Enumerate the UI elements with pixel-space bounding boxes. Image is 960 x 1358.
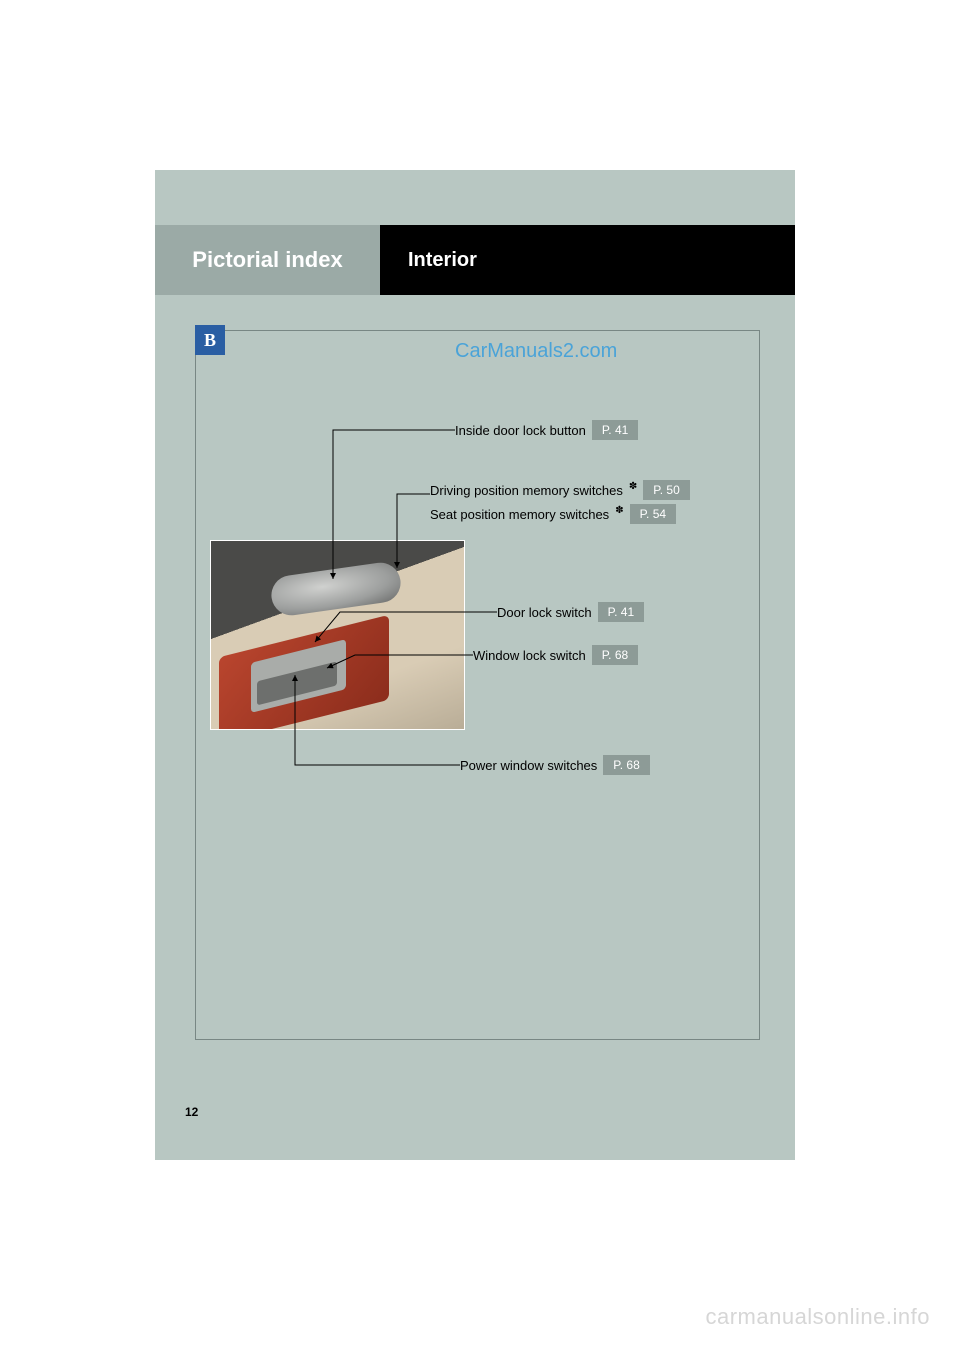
header-bar: Pictorial index Interior (155, 225, 795, 295)
header-right-title: Interior (408, 249, 477, 272)
callout-window-lock: Window lock switch P. 68 (473, 645, 638, 665)
callout-label: Seat position memory switches (430, 507, 609, 522)
callout-label: Window lock switch (473, 648, 586, 663)
footnote-star-icon: ✽ (629, 481, 637, 492)
watermark-text: CarManuals2.com (455, 340, 617, 363)
header-right: Interior (380, 225, 795, 295)
footer-brand-text: carmanualsonline.info (705, 1304, 930, 1330)
callout-label: Inside door lock button (455, 423, 586, 438)
page-ref[interactable]: P. 41 (592, 420, 638, 440)
page-panel: Pictorial index Interior B CarManuals2.c… (155, 170, 795, 1160)
callout-seat-memory: Seat position memory switches ✽ P. 54 (430, 504, 676, 524)
callout-door-lock-switch: Door lock switch P. 41 (497, 602, 644, 622)
callout-label: Driving position memory switches (430, 483, 623, 498)
page-number: 12 (185, 1105, 198, 1119)
callout-power-window: Power window switches P. 68 (460, 755, 650, 775)
page-ref[interactable]: P. 41 (598, 602, 644, 622)
header-left: Pictorial index (155, 225, 380, 295)
page-ref[interactable]: P. 50 (643, 480, 689, 500)
callout-inside-door-lock: Inside door lock button P. 41 (455, 420, 638, 440)
door-handle-shape (269, 560, 403, 618)
callout-label: Door lock switch (497, 605, 592, 620)
page: Pictorial index Interior B CarManuals2.c… (0, 0, 960, 1358)
page-ref[interactable]: P. 68 (603, 755, 649, 775)
page-ref[interactable]: P. 68 (592, 645, 638, 665)
footnote-star-icon: ✽ (615, 505, 623, 516)
callout-label: Power window switches (460, 758, 597, 773)
section-badge: B (195, 325, 225, 355)
header-left-title: Pictorial index (192, 247, 342, 273)
door-panel-image (210, 540, 465, 730)
page-ref[interactable]: P. 54 (630, 504, 676, 524)
section-badge-letter: B (204, 330, 216, 351)
callout-driving-memory: Driving position memory switches ✽ P. 50 (430, 480, 690, 500)
